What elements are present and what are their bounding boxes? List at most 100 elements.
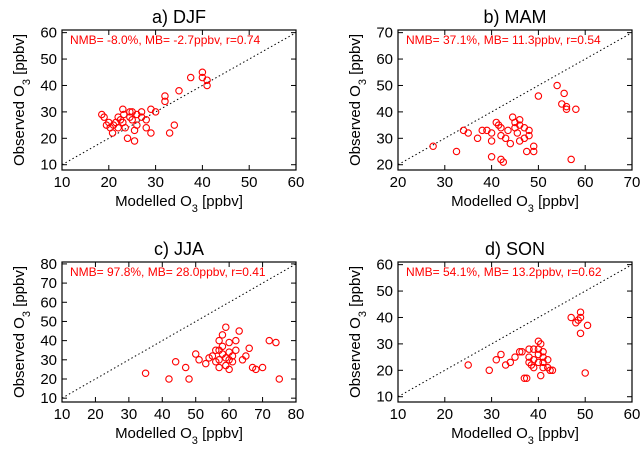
data-point (137, 108, 146, 116)
panel-title: b) MAM (484, 7, 547, 27)
y-tick-label: 40 (40, 77, 57, 94)
data-point (529, 363, 538, 372)
y-tick-label: 50 (376, 77, 393, 94)
x-tick-label: 20 (100, 174, 117, 191)
data-point (120, 110, 128, 119)
data-point (141, 369, 150, 377)
data-point (536, 371, 545, 380)
stats-annotation: NMB= -8.0%, MB= -2.7ppbv, r=0.74 (70, 33, 261, 47)
data-point (108, 129, 117, 137)
data-point (487, 129, 496, 137)
data-point (522, 147, 531, 156)
data-point (544, 355, 552, 364)
y-tick-label: 20 (376, 157, 393, 174)
x-tick-label: 10 (54, 406, 71, 423)
data-point (215, 363, 223, 372)
data-point (525, 345, 533, 353)
x-tick-label: 40 (154, 406, 171, 423)
y-axis-label: Observed O3 [ppbv] (347, 34, 369, 166)
y-tick-label: 40 (376, 104, 393, 121)
data-point (515, 348, 524, 356)
data-point (497, 350, 505, 359)
x-tick-label: 40 (530, 406, 547, 423)
data-point (161, 92, 169, 100)
data-point (429, 142, 437, 150)
data-point (506, 358, 515, 367)
stats-annotation: NMB= 54.1%, MB= 13.2ppbv, r=0.62 (406, 265, 602, 279)
x-tick-label: 40 (194, 174, 211, 191)
y-tick-label: 30 (40, 104, 57, 121)
data-point (576, 329, 585, 338)
y-axis-label: Observed O3 [ppbv] (347, 266, 369, 398)
data-point (245, 344, 253, 353)
data-point (203, 81, 211, 90)
data-point (485, 366, 494, 375)
data-point (576, 313, 585, 322)
data-point (522, 374, 531, 382)
data-point (165, 375, 173, 383)
data-point (128, 116, 136, 124)
y-tick-label: 40 (376, 309, 393, 326)
data-point (258, 363, 267, 372)
data-point (520, 374, 529, 382)
data-point (487, 137, 496, 145)
y-tick-label: 50 (40, 313, 57, 330)
one-to-one-line (61, 263, 297, 399)
data-point (232, 336, 240, 345)
data-point (114, 123, 122, 132)
data-point (208, 352, 217, 360)
y-tick-label: 30 (376, 130, 393, 147)
data-point (225, 365, 233, 374)
data-point (218, 331, 227, 339)
data-point (501, 134, 510, 143)
y-tick-label: 70 (376, 25, 393, 42)
y-tick-label: 70 (40, 275, 57, 292)
data-point (130, 137, 139, 145)
panel-1: 10 20 30 40 50 60 10 20 30 40 50 60 a) DJF NMB= -8.0%… (11, 7, 304, 215)
y-tick-label: 50 (376, 283, 393, 300)
x-tick-label: 10 (390, 406, 407, 423)
data-point (265, 336, 274, 345)
data-point (121, 123, 129, 132)
x-tick-label: 30 (436, 174, 453, 191)
y-tick-label: 60 (40, 25, 57, 42)
panel-3: 10 20 30 40 50 60 70 80 10 20 30 40 50 60 70 80 c) JJA NM… (11, 239, 304, 447)
data-point (529, 142, 538, 150)
x-tick-label: 30 (483, 406, 500, 423)
data-point (539, 348, 547, 356)
one-to-one-line (397, 264, 633, 398)
panel-title: d) SON (485, 239, 545, 259)
data-point (215, 336, 223, 345)
y-tick-label: 80 (40, 256, 57, 273)
data-point (539, 363, 547, 372)
data-point (198, 68, 207, 77)
data-point (553, 81, 561, 90)
plot-frame (61, 261, 297, 403)
data-point (170, 121, 179, 129)
data-point (572, 105, 580, 113)
data-point (562, 102, 571, 111)
data-point (185, 375, 193, 383)
one-to-one-line (397, 32, 633, 166)
data-point (228, 357, 237, 366)
data-point (464, 129, 472, 137)
plot-frame (397, 261, 633, 403)
y-tick-label: 30 (376, 336, 393, 353)
data-point (583, 321, 592, 330)
data-point (133, 121, 141, 129)
panel-title: c) JJA (154, 239, 204, 259)
data-point (142, 123, 150, 132)
y-tick-label: 30 (40, 352, 57, 369)
data-point (492, 355, 501, 364)
data-point (478, 126, 486, 135)
panel-4: 10 20 30 40 50 60 10 20 30 40 50 60 d) SON NMB= 54.1%… (347, 239, 640, 447)
data-point (252, 365, 260, 374)
data-point (464, 361, 472, 369)
data-point (546, 366, 554, 375)
data-point (165, 129, 174, 137)
y-tick-label: 60 (376, 51, 393, 68)
x-tick-label: 70 (624, 174, 640, 191)
plot-frame (397, 29, 633, 171)
data-point (225, 338, 233, 347)
